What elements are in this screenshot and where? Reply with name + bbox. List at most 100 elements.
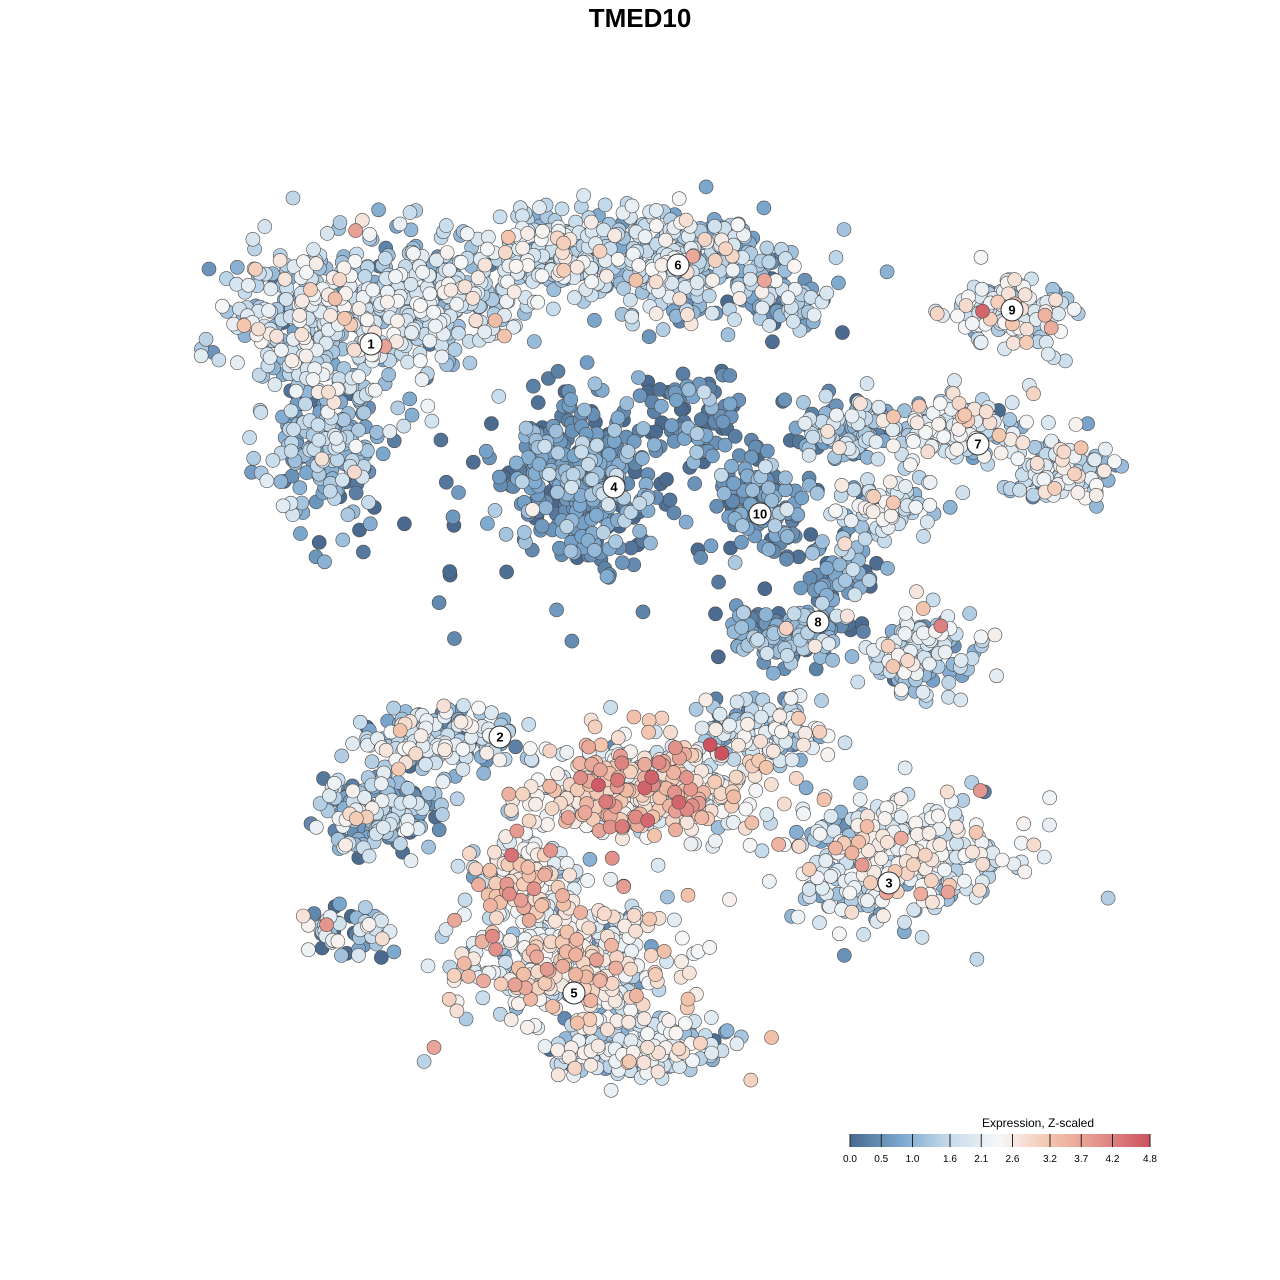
cell-point	[820, 747, 836, 763]
cell-point	[831, 440, 847, 456]
cell-point	[623, 961, 638, 977]
cell-point	[362, 227, 378, 242]
cell-point	[550, 1067, 566, 1083]
cell-point	[914, 929, 930, 945]
cell-point	[361, 495, 376, 510]
cell-point	[503, 802, 519, 818]
cell-point	[949, 441, 965, 457]
cell-point	[489, 910, 504, 926]
cell-point	[1016, 816, 1032, 832]
cell-point	[375, 446, 391, 462]
cell-point	[949, 819, 965, 835]
cell-point	[336, 412, 352, 428]
cell-point	[705, 448, 720, 464]
cell-point	[761, 874, 777, 889]
cell-point	[501, 886, 517, 902]
cell-point	[421, 786, 436, 801]
cell-point	[922, 656, 937, 672]
cell-point	[832, 926, 847, 942]
cell-point	[702, 737, 718, 753]
cell-point	[361, 848, 377, 864]
cell-point	[521, 813, 537, 829]
cell-point	[1100, 890, 1116, 906]
cell-point	[298, 396, 313, 412]
cell-point	[365, 282, 381, 298]
cell-point	[724, 458, 739, 474]
cell-point	[648, 424, 664, 440]
cell-point	[703, 1010, 719, 1025]
cell-point	[629, 988, 644, 1003]
cell-point	[492, 752, 508, 768]
cell-point	[836, 948, 852, 963]
cell-point	[457, 892, 473, 908]
cell-point	[847, 587, 863, 603]
cell-point	[778, 620, 794, 636]
cell-point	[672, 291, 688, 307]
cell-point	[462, 846, 477, 861]
cell-point	[328, 430, 344, 446]
cell-point	[193, 348, 209, 364]
cell-point	[402, 391, 418, 407]
cell-point	[823, 868, 839, 884]
cell-point	[616, 879, 632, 894]
cell-point	[844, 649, 860, 664]
cell-point	[776, 796, 792, 812]
cell-point	[600, 1022, 615, 1037]
cell-point	[520, 1020, 535, 1035]
cell-point	[759, 646, 775, 661]
cell-point	[348, 811, 364, 826]
cell-point	[388, 269, 403, 284]
cell-point	[779, 502, 795, 517]
cell-point	[352, 714, 368, 730]
cell-point	[675, 366, 691, 382]
cell-point	[761, 542, 777, 557]
cell-point	[345, 736, 360, 752]
cell-point	[653, 398, 669, 414]
cell-point	[433, 432, 449, 448]
cell-point	[880, 638, 896, 654]
cell-point	[603, 871, 618, 887]
cell-point	[303, 282, 318, 297]
cell-point	[269, 328, 285, 344]
cell-point	[843, 513, 859, 529]
cell-point	[283, 403, 299, 419]
cell-point	[355, 544, 371, 560]
cell-point	[381, 367, 397, 383]
cell-point	[975, 856, 991, 872]
cell-point	[562, 867, 577, 883]
cell-point	[347, 464, 362, 480]
cell-point	[380, 294, 395, 310]
cell-point	[771, 837, 786, 852]
cell-point	[534, 268, 550, 284]
cell-point	[711, 574, 726, 590]
cell-point	[815, 534, 830, 549]
cell-point	[301, 942, 316, 958]
cell-point	[583, 1057, 599, 1073]
cell-point	[756, 200, 772, 216]
cell-point	[767, 518, 783, 534]
cell-point	[728, 769, 744, 785]
cell-point	[626, 908, 642, 923]
cell-point	[547, 913, 563, 929]
cell-point	[702, 940, 718, 955]
cell-point	[285, 190, 301, 206]
cell-point	[1066, 301, 1082, 317]
cell-point	[599, 268, 615, 284]
cell-point	[624, 198, 640, 214]
cell-point	[1019, 335, 1034, 350]
cell-point	[399, 822, 415, 837]
cell-point	[525, 378, 541, 394]
cell-point	[942, 499, 958, 515]
cell-point	[648, 306, 664, 321]
cell-point	[917, 847, 933, 863]
cell-point	[626, 709, 642, 725]
cell-point	[498, 245, 513, 260]
cell-point	[422, 286, 438, 302]
cell-point	[822, 899, 837, 914]
cell-point	[475, 990, 491, 1006]
cell-point	[708, 722, 724, 737]
cell-point	[373, 776, 389, 792]
cell-point	[758, 459, 773, 475]
cell-point	[305, 372, 321, 387]
cell-point	[589, 952, 604, 968]
